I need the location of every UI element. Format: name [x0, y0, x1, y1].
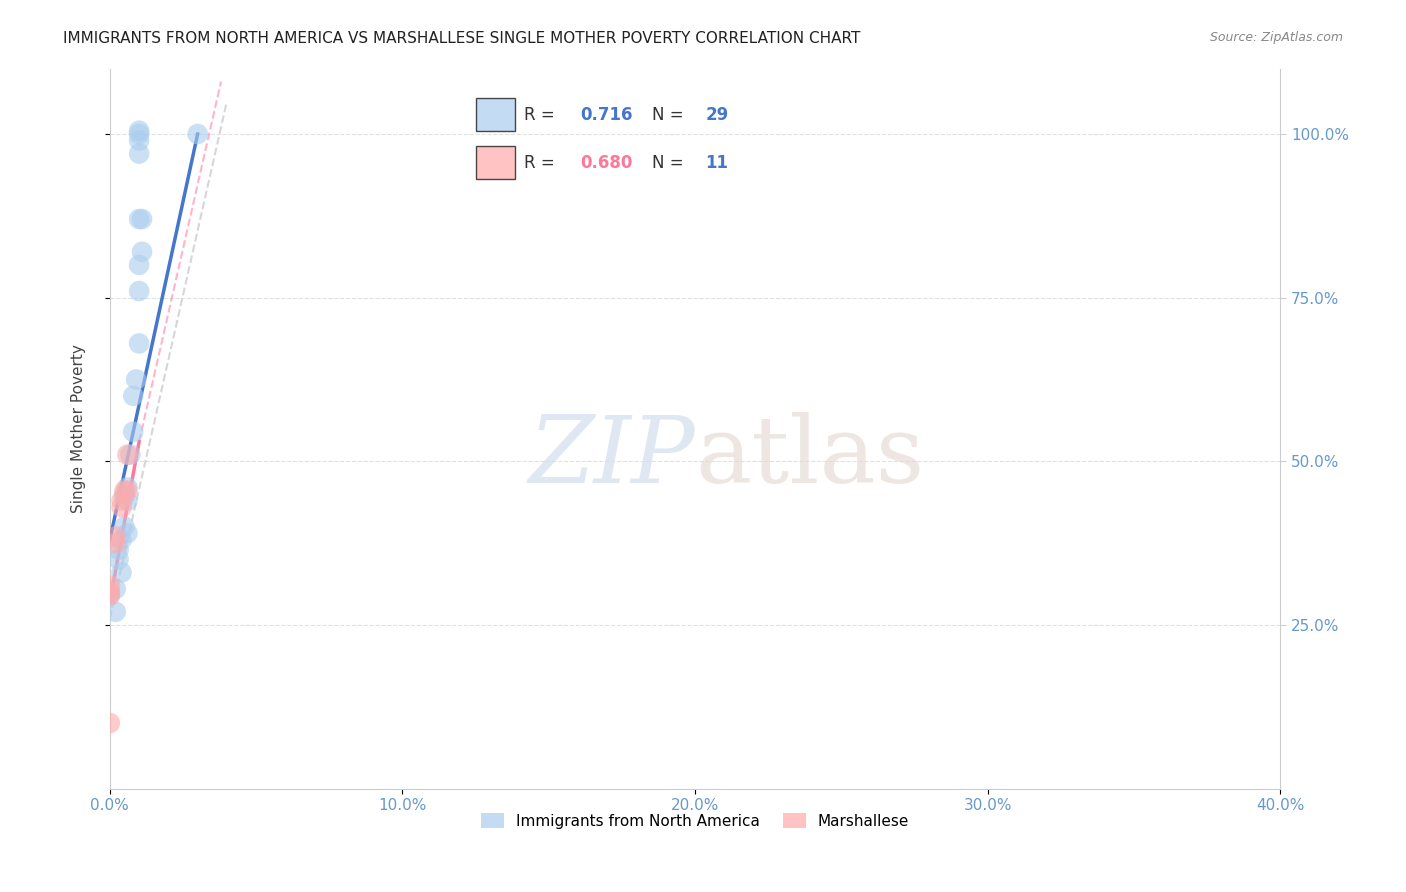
Point [187, 127, 209, 141]
Point [120, 448, 142, 462]
Text: atlas: atlas [695, 412, 924, 502]
Text: IMMIGRANTS FROM NORTH AMERICA VS MARSHALLESE SINGLE MOTHER POVERTY CORRELATION C: IMMIGRANTS FROM NORTH AMERICA VS MARSHAL… [63, 31, 860, 46]
Point [104, 529, 127, 543]
Point [117, 480, 139, 494]
Point [104, 536, 127, 550]
Point [128, 212, 150, 227]
Point [128, 124, 150, 138]
Point [131, 244, 153, 259]
Point [114, 490, 136, 504]
Point [98, 589, 121, 603]
Point [122, 425, 145, 439]
Point [117, 483, 139, 498]
Point [128, 127, 150, 141]
Point [110, 493, 132, 508]
Y-axis label: Single Mother Poverty: Single Mother Poverty [72, 344, 86, 513]
Point [117, 526, 139, 541]
Point [128, 258, 150, 272]
Text: ZIP: ZIP [529, 412, 695, 502]
Point [104, 582, 127, 596]
Point [110, 566, 132, 580]
Point [107, 552, 129, 566]
Point [125, 372, 148, 386]
Point [128, 284, 150, 298]
Point [107, 542, 129, 557]
Point [122, 389, 145, 403]
Point [98, 585, 121, 599]
Point [131, 212, 153, 227]
Point [110, 533, 132, 547]
Point [128, 134, 150, 148]
Point [104, 605, 127, 619]
Point [114, 519, 136, 533]
Legend: Immigrants from North America, Marshallese: Immigrants from North America, Marshalle… [475, 806, 915, 835]
Point [114, 483, 136, 498]
Point [98, 579, 121, 593]
Point [110, 500, 132, 514]
Point [117, 448, 139, 462]
Point [98, 589, 121, 603]
Point [98, 585, 121, 599]
Point [117, 493, 139, 508]
Point [128, 146, 150, 161]
Text: Source: ZipAtlas.com: Source: ZipAtlas.com [1209, 31, 1343, 45]
Point [98, 716, 121, 731]
Point [128, 336, 150, 351]
Point [114, 487, 136, 501]
